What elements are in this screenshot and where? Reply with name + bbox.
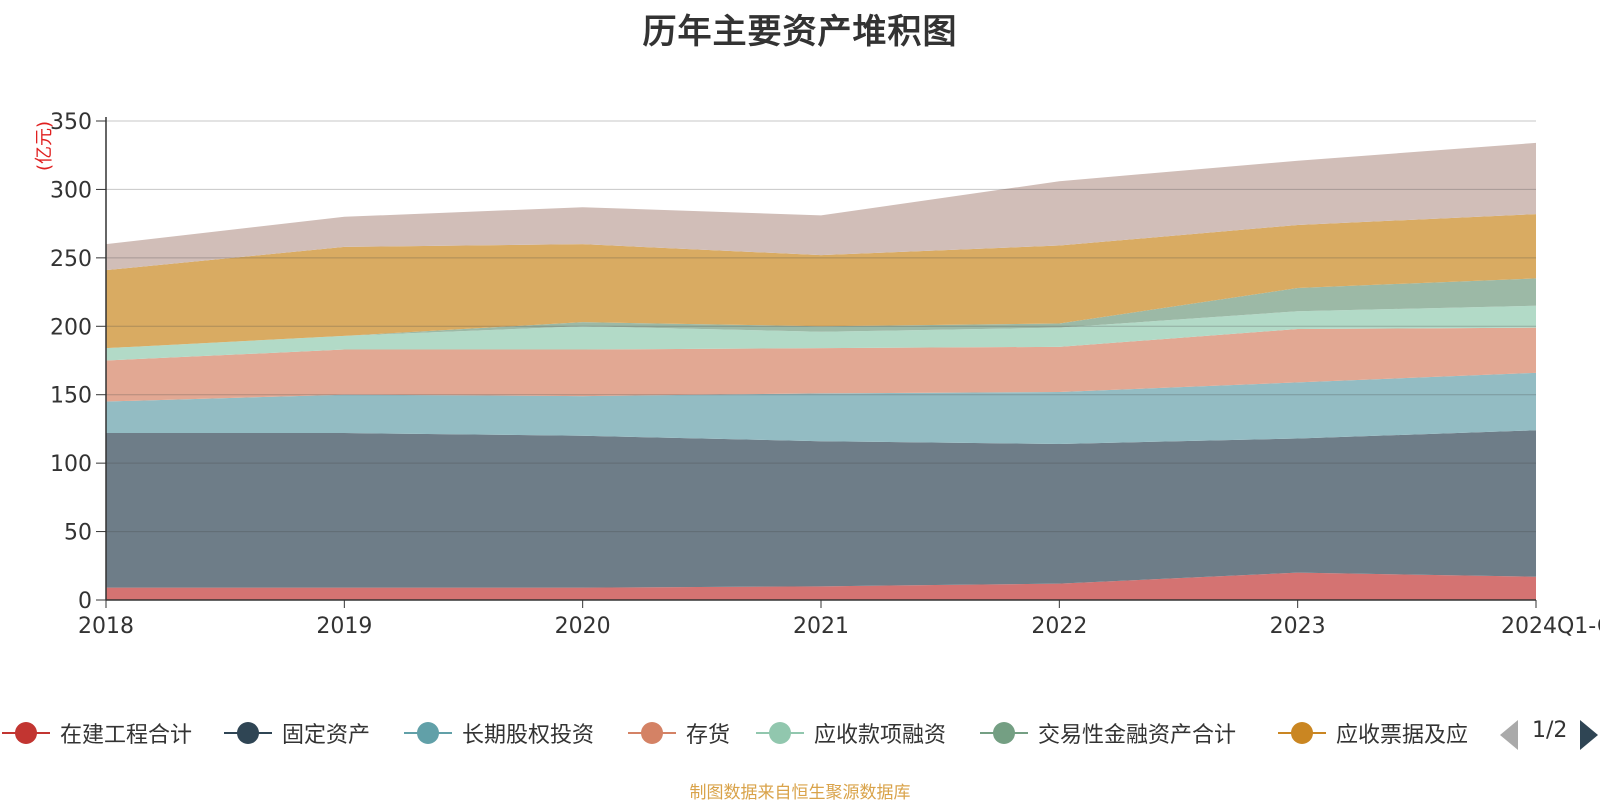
legend-label: 应收票据及应 (1336, 723, 1469, 748)
legend-item-inventory[interactable]: 存货 (628, 714, 730, 752)
legend-marker-icon (628, 714, 676, 752)
stacked-area-chart: 0 50 100 150 200 250 300 350 2018 2019 2020 2021 202… (34, 110, 1600, 639)
legend-marker-icon (404, 714, 452, 752)
pager-page-indicator: 1/2 (1532, 718, 1568, 743)
x-tick-label: 2023 (1270, 614, 1326, 639)
area-series-4 (106, 305, 1536, 361)
y-tick-label: 200 (50, 315, 92, 340)
y-tick-label: 150 (50, 384, 92, 409)
y-tick-label: 350 (50, 110, 92, 135)
area-series-0 (106, 572, 1536, 600)
legend: 在建工程合计 固定资产 长期股权投资 存货 应收款项融资 交易性金融资产合计 (0, 714, 1600, 752)
area-series-7 (106, 142, 1536, 271)
legend-marker-icon (980, 714, 1028, 752)
x-tick-label: 2019 (316, 614, 372, 639)
area-series-1 (106, 430, 1536, 588)
legend-item-trading-assets[interactable]: 交易性金融资产合计 (980, 714, 1236, 752)
area-series-6 (106, 214, 1536, 349)
chart-title: 历年主要资产堆积图 (642, 12, 958, 52)
legend-item-receivables-financing[interactable]: 应收款项融资 (756, 714, 946, 752)
legend-item-fixed-assets[interactable]: 固定资产 (224, 714, 370, 752)
x-tick-label: 2022 (1031, 614, 1087, 639)
legend-item-equity-investment[interactable]: 长期股权投资 (404, 714, 594, 752)
x-tick-label: 2018 (78, 614, 134, 639)
pager-next-icon[interactable] (1580, 720, 1598, 750)
data-source-note: 制图数据来自恒生聚源数据库 (689, 783, 911, 803)
legend-label: 在建工程合计 (60, 723, 193, 748)
y-axis-unit-label: (亿元) (34, 121, 55, 171)
legend-label: 交易性金融资产合计 (1038, 723, 1237, 748)
area-series-3 (106, 327, 1536, 402)
y-tick-label: 100 (50, 452, 92, 477)
area-series-5 (106, 278, 1536, 349)
y-tick-label: 50 (64, 521, 92, 546)
y-tick-label: 0 (78, 589, 92, 614)
pager-prev-icon[interactable] (1500, 720, 1518, 750)
legend-pager: 1/2 (1500, 718, 1600, 752)
legend-item-construction[interactable]: 在建工程合计 (2, 714, 192, 752)
legend-marker-icon (224, 714, 272, 752)
x-tick-label: 2021 (793, 614, 849, 639)
y-tick-label: 300 (50, 178, 92, 203)
legend-label: 应收款项融资 (814, 723, 947, 748)
legend-marker-icon (756, 714, 804, 752)
x-tick-label: 2024Q1-Q3 (1501, 614, 1600, 639)
legend-label: 固定资产 (282, 723, 371, 748)
legend-label: 长期股权投资 (462, 723, 595, 748)
x-tick-label: 2020 (555, 614, 611, 639)
legend-marker-icon (1278, 714, 1326, 752)
legend-item-notes-receivable[interactable]: 应收票据及应 (1278, 714, 1468, 752)
legend-label: 存货 (686, 723, 731, 748)
legend-marker-icon (2, 714, 50, 752)
area-series-2 (106, 372, 1536, 444)
y-tick-label: 250 (50, 247, 92, 272)
